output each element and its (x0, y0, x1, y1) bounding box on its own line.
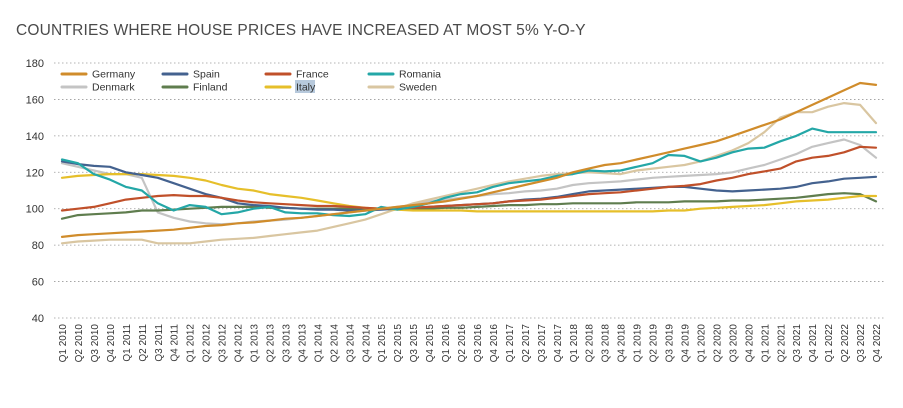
x-tick-label: Q4 2013 (297, 324, 308, 363)
y-tick-label: 160 (26, 94, 44, 106)
x-tick-label: Q3 2020 (728, 324, 739, 363)
y-tick-label: 140 (26, 131, 44, 143)
legend-label-france: France (296, 69, 329, 81)
x-tick-label: Q1 2017 (505, 324, 516, 363)
x-tick-label: Q1 2013 (250, 324, 261, 363)
legend-label-spain: Spain (193, 69, 220, 81)
series-line-sweden (60, 101, 878, 245)
x-tick-label: Q3 2019 (665, 324, 676, 363)
x-tick-label: Q2 2021 (776, 324, 787, 363)
x-tick-label: Q4 2022 (872, 324, 883, 363)
x-tick-label: Q1 2011 (122, 324, 133, 362)
legend-label-sweden: Sweden (399, 82, 437, 94)
x-axis-tick-labels: Q1 2010 Q2 2010 Q3 2010 Q4 2010 Q1 2011 Q2 20… (58, 324, 883, 363)
x-tick-label: Q1 2010 (58, 324, 69, 363)
y-tick-label: 180 (26, 58, 44, 70)
x-tick-label: Q1 2021 (760, 324, 771, 363)
x-tick-label: Q4 2015 (425, 324, 436, 363)
x-tick-label: Q2 2013 (265, 324, 276, 363)
x-tick-label: Q3 2015 (409, 324, 420, 363)
x-tick-label: Q2 2017 (521, 324, 532, 363)
x-tick-label: Q2 2011 (138, 324, 149, 362)
x-tick-label: Q3 2017 (537, 324, 548, 363)
x-tick-label: Q3 2012 (218, 324, 229, 363)
y-tick-label: 100 (26, 204, 44, 216)
x-tick-label: Q3 2011 (154, 324, 165, 362)
x-tick-label: Q4 2019 (680, 324, 691, 363)
series-lines (60, 81, 878, 245)
x-tick-label: Q3 2022 (856, 324, 867, 363)
x-tick-label: Q1 2018 (569, 324, 580, 363)
x-tick-label: Q3 2014 (345, 324, 356, 363)
legend-label-germany: Germany (92, 69, 136, 81)
x-tick-label: Q3 2021 (792, 324, 803, 363)
series-line-finland (60, 192, 878, 220)
series-line-germany (60, 81, 878, 238)
x-tick-label: Q1 2022 (824, 324, 835, 363)
x-tick-label: Q2 2010 (74, 324, 85, 363)
series-line-france (60, 145, 878, 212)
x-tick-label: Q3 2018 (601, 324, 612, 363)
x-tick-label: Q2 2022 (840, 324, 851, 363)
legend-label-highlight (295, 80, 315, 93)
legend-label-finland: Finland (193, 82, 228, 94)
legend-label-denmark: Denmark (92, 82, 135, 94)
x-tick-label: Q4 2018 (617, 324, 628, 363)
x-tick-label: Q3 2013 (281, 324, 292, 363)
x-tick-label: Q2 2016 (457, 324, 468, 363)
legend-label-romania: Romania (399, 69, 441, 81)
x-tick-label: Q2 2014 (329, 324, 340, 363)
series-line-spain (60, 160, 878, 212)
x-tick-label: Q3 2010 (90, 324, 101, 363)
x-tick-label: Q1 2020 (696, 324, 707, 363)
x-tick-label: Q4 2012 (234, 324, 245, 363)
x-tick-label: Q4 2017 (553, 324, 564, 363)
x-tick-label: Q2 2019 (649, 324, 660, 363)
x-tick-label: Q1 2014 (313, 324, 324, 363)
y-tick-label: 80 (32, 240, 44, 252)
x-tick-label: Q1 2012 (186, 324, 197, 363)
x-tick-label: Q4 2011 (170, 324, 181, 362)
x-tick-label: Q2 2012 (202, 324, 213, 363)
y-tick-label: 120 (26, 167, 44, 179)
x-tick-label: Q4 2016 (489, 324, 500, 363)
x-tick-label: Q2 2020 (712, 324, 723, 363)
x-tick-label: Q3 2016 (473, 324, 484, 363)
y-tick-label: 40 (32, 313, 44, 325)
legend-label-italy: Italy (296, 82, 316, 94)
series-line-italy (60, 173, 878, 213)
series-line-romania (60, 127, 878, 218)
x-tick-label: Q4 2010 (106, 324, 117, 363)
x-tick-label: Q2 2018 (585, 324, 596, 363)
chart-title: COUNTRIES WHERE HOUSE PRICES HAVE INCREA… (16, 22, 586, 39)
x-tick-label: Q1 2015 (377, 324, 388, 363)
y-axis-tick-labels: 40 60 80 100 120 140 160 180 (26, 58, 44, 325)
x-tick-label: Q2 2015 (393, 324, 404, 363)
x-tick-label: Q1 2019 (633, 324, 644, 363)
x-tick-label: Q1 2016 (441, 324, 452, 363)
y-tick-label: 60 (32, 277, 44, 289)
x-tick-label: Q4 2020 (744, 324, 755, 363)
legend: Germany Spain France Romania Denmark Finland I… (60, 69, 441, 94)
x-tick-label: Q4 2014 (361, 324, 372, 363)
x-tick-label: Q4 2021 (808, 324, 819, 363)
